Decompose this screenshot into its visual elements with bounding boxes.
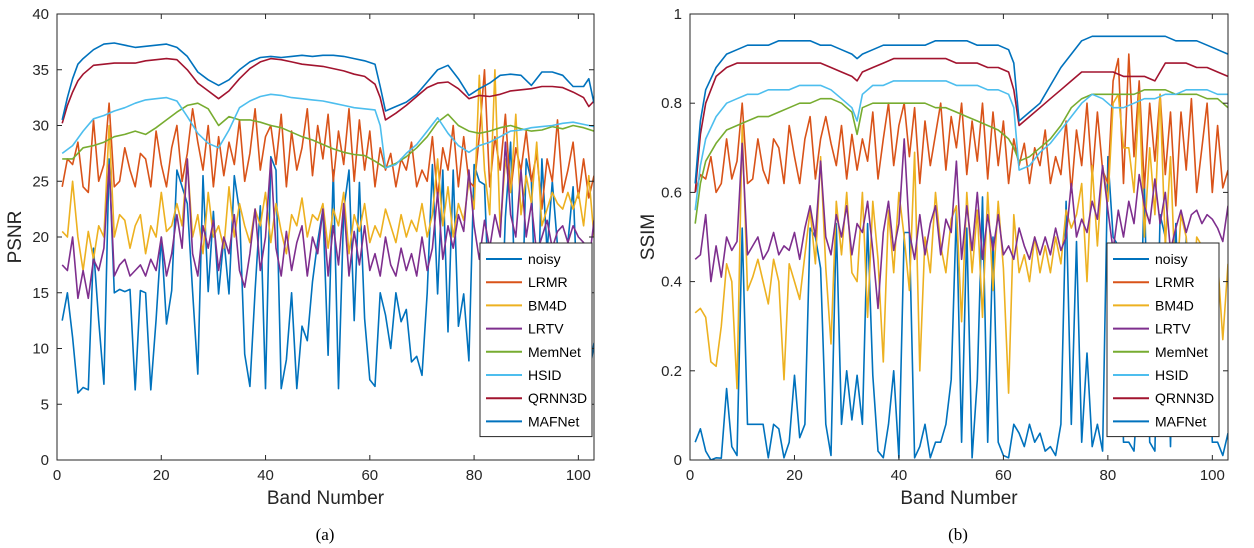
legend-label-noisy: noisy — [528, 251, 561, 267]
chart-panel-1: 0 20 40 60 80 100 0 0.2 0.4 0.6 0.8 1 Band Number SSI… — [638, 6, 1229, 544]
legend-label-mafnet: MAFNet — [1155, 413, 1206, 429]
y-tick-label: 15 — [32, 285, 49, 302]
y-tick-label: 25 — [32, 173, 49, 190]
legend-box — [1106, 242, 1220, 438]
y-tick-label: 35 — [32, 62, 49, 79]
axes-frame — [689, 13, 1229, 461]
legend-label-lrtv: LRTV — [1155, 321, 1191, 337]
series-group — [61, 42, 594, 394]
figure-caption: (b) — [948, 525, 968, 544]
x-tick-label: 100 — [1200, 467, 1225, 484]
series-line-mafnet — [694, 35, 1228, 184]
legend-label-bm4d: BM4D — [528, 297, 567, 313]
x-tick-label: 0 — [53, 467, 61, 484]
series-line-bm4d — [694, 93, 1228, 394]
series-line-lrmr — [694, 53, 1228, 207]
legend: noisy LRMR BM4D LRTV MemNet HSID QRNN3D MAFNet — [479, 242, 593, 438]
series-line-lrtv — [61, 141, 594, 300]
x-tick-label: 100 — [566, 467, 591, 484]
series-line-bm4d — [61, 69, 594, 272]
legend-label-memnet: MemNet — [528, 344, 581, 360]
series-line-hsid — [61, 93, 594, 169]
chart-panel-0: 0 20 40 60 80 100 0 5 10 15 20 25 30 35 40 Band Number P… — [5, 6, 595, 544]
figure-caption: (a) — [316, 525, 335, 544]
y-tick-label: 0.4 — [661, 274, 682, 291]
legend-label-memnet: MemNet — [1155, 344, 1208, 360]
x-tick-label: 80 — [1100, 467, 1117, 484]
legend-label-qrnn3d: QRNN3D — [528, 390, 587, 406]
y-tick-label: 20 — [32, 229, 49, 246]
x-tick-label: 60 — [361, 467, 378, 484]
series-line-hsid — [694, 80, 1228, 211]
series-line-memnet — [694, 89, 1228, 224]
legend-label-lrmr: LRMR — [1155, 274, 1195, 290]
x-tick-label: 20 — [153, 467, 170, 484]
series-line-qrnn3d — [61, 57, 594, 124]
legend-label-qrnn3d: QRNN3D — [1155, 390, 1214, 406]
series-group — [694, 35, 1228, 460]
y-tick-label: 0.2 — [661, 363, 682, 380]
legend-box — [479, 242, 593, 438]
legend-label-bm4d: BM4D — [1155, 297, 1194, 313]
series-line-noisy — [61, 141, 594, 394]
series-line-lrmr — [61, 69, 594, 210]
legend-label-mafnet: MAFNet — [528, 413, 579, 429]
legend-label-lrmr: LRMR — [528, 274, 568, 290]
y-tick-label: 0.8 — [661, 95, 682, 112]
series-line-memnet — [62, 102, 594, 169]
y-axis-label: SSIM — [638, 214, 659, 260]
x-axis-label: Band Number — [900, 488, 1018, 509]
y-tick-label: 1 — [674, 6, 682, 23]
x-tick-label: 20 — [786, 467, 803, 484]
y-tick-label: 0.6 — [661, 184, 682, 201]
legend-label-lrtv: LRTV — [528, 321, 564, 337]
series-line-qrnn3d — [694, 57, 1228, 193]
series-line-mafnet — [61, 42, 594, 121]
y-tick-label: 0 — [674, 452, 682, 469]
legend-label-hsid: HSID — [528, 367, 561, 383]
x-axis-label: Band Number — [267, 488, 385, 509]
y-axis-label: PSNR — [5, 211, 26, 264]
y-tick-label: 5 — [41, 396, 49, 413]
x-tick-label: 60 — [995, 467, 1012, 484]
legend: noisy LRMR BM4D LRTV MemNet HSID QRNN3D MAFNet — [1106, 242, 1220, 438]
y-tick-label: 40 — [32, 6, 49, 23]
y-tick-label: 0 — [41, 452, 49, 469]
x-tick-label: 40 — [891, 467, 908, 484]
x-tick-label: 80 — [466, 467, 483, 484]
legend-label-hsid: HSID — [1155, 367, 1188, 383]
series-line-lrtv — [694, 138, 1228, 310]
x-tick-label: 0 — [686, 467, 694, 484]
legend-label-noisy: noisy — [1155, 251, 1188, 267]
x-tick-label: 40 — [257, 467, 274, 484]
y-tick-label: 10 — [32, 341, 49, 358]
y-tick-label: 30 — [32, 118, 49, 135]
